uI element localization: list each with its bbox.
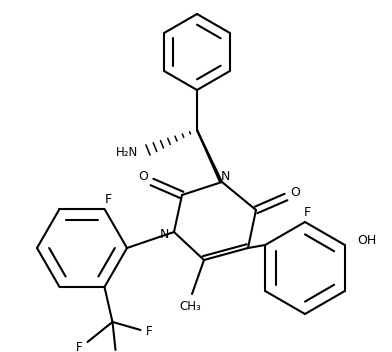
Text: F: F: [105, 193, 112, 206]
Text: O: O: [138, 170, 148, 183]
Text: O: O: [290, 186, 300, 199]
Text: N: N: [159, 227, 169, 240]
Text: N: N: [220, 170, 230, 182]
Text: OH: OH: [357, 233, 376, 246]
Text: F: F: [76, 341, 83, 352]
Text: F: F: [303, 206, 310, 219]
Text: H₂N: H₂N: [116, 145, 138, 158]
Text: CH₃: CH₃: [179, 300, 201, 313]
Text: F: F: [146, 326, 153, 339]
